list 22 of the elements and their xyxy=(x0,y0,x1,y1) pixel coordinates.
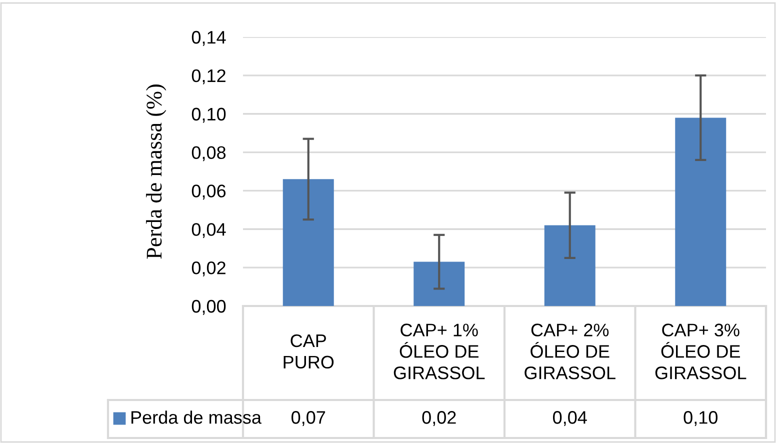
x-tick-label: CAP PURO xyxy=(284,334,334,369)
bar xyxy=(675,118,726,306)
y-tick-label: 0,12 xyxy=(192,69,226,84)
bar xyxy=(544,225,596,306)
x-tick-label: CAP+ 1% ÓLEO DE GIRASSOL xyxy=(394,324,485,380)
data-label: 0,07 xyxy=(292,411,326,426)
legend-label: Perda de massa xyxy=(131,410,262,424)
data-label: 0,10 xyxy=(684,411,718,426)
y-tick-label: 0,10 xyxy=(192,108,226,123)
bar xyxy=(414,262,465,306)
y-tick-label: 0,04 xyxy=(192,223,226,238)
y-tick-label: 0,06 xyxy=(192,184,226,200)
x-tick-label: CAP+ 3% ÓLEO DE GIRASSOL xyxy=(655,324,746,380)
y-tick-label: 0,08 xyxy=(192,146,226,162)
y-axis-title: Perda de massa (%) xyxy=(146,84,166,259)
y-tick-label: 0,02 xyxy=(192,262,226,276)
data-label: 0,04 xyxy=(553,411,587,426)
bar xyxy=(282,179,334,306)
y-tick-label: 0,14 xyxy=(192,30,226,46)
x-tick-label: CAP+ 2% ÓLEO DE GIRASSOL xyxy=(524,324,616,380)
y-tick-label: 0,00 xyxy=(192,300,226,315)
data-label: 0,02 xyxy=(422,411,456,426)
